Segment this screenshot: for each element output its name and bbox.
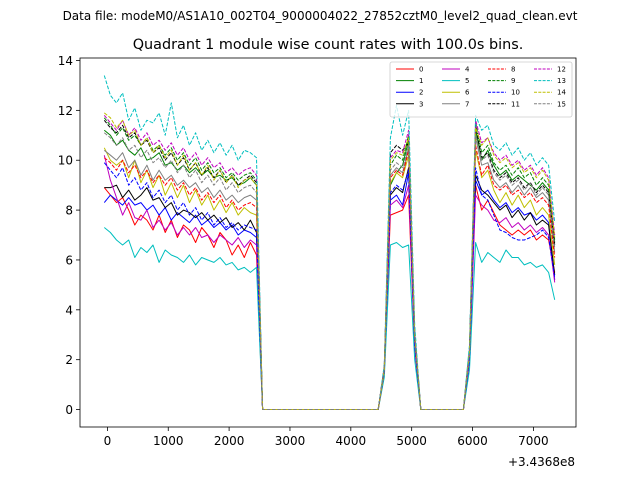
legend-label-2: 2 [419,89,423,97]
chart-title: Quadrant 1 module wise count rates with … [133,37,524,53]
legend-label-9: 9 [511,77,515,85]
legend-label-3: 3 [419,100,423,108]
x-tick-label: 3000 [275,434,306,448]
legend-label-11: 11 [511,100,520,108]
legend-label-7: 7 [465,100,469,108]
legend-label-8: 8 [511,66,515,74]
legend-label-12: 12 [557,66,566,74]
legend-label-15: 15 [557,100,566,108]
legend-label-0: 0 [419,66,423,74]
x-tick-label: 4000 [336,434,367,448]
series-line-8 [103,144,556,410]
series-lines [103,75,556,410]
x-tick-label: 6000 [457,434,488,448]
x-tick-label: 0 [104,434,112,448]
legend-label-10: 10 [511,89,520,97]
y-tick-label: 14 [58,54,73,68]
x-tick-label: 1000 [153,434,184,448]
y-tick-label: 8 [65,204,73,218]
x-tick-label: 5000 [396,434,427,448]
y-tick-label: 4 [65,303,73,317]
series-line-13 [103,75,556,410]
y-tick-label: 0 [65,403,73,417]
legend-label-14: 14 [557,89,566,97]
y-tick-label: 12 [58,104,73,118]
x-tick-label: 7000 [518,434,549,448]
series-line-14 [103,112,556,410]
legend-label-5: 5 [465,77,469,85]
legend-label-4: 4 [465,66,470,74]
y-tick-label: 10 [58,154,73,168]
x-tick-label: 2000 [214,434,245,448]
y-tick-label: 6 [65,253,73,267]
chart-suptitle: Data file: modeM0/AS1A10_002T04_90000040… [63,9,578,23]
y-tick-label: 2 [65,353,73,367]
legend-label-6: 6 [465,89,470,97]
legend-label-1: 1 [419,77,423,85]
legend-box [389,61,573,118]
series-line-15 [103,132,556,410]
plot-frame [79,57,577,428]
x-offset-label: +3.4368e8 [508,455,575,469]
legend-label-13: 13 [557,77,566,85]
